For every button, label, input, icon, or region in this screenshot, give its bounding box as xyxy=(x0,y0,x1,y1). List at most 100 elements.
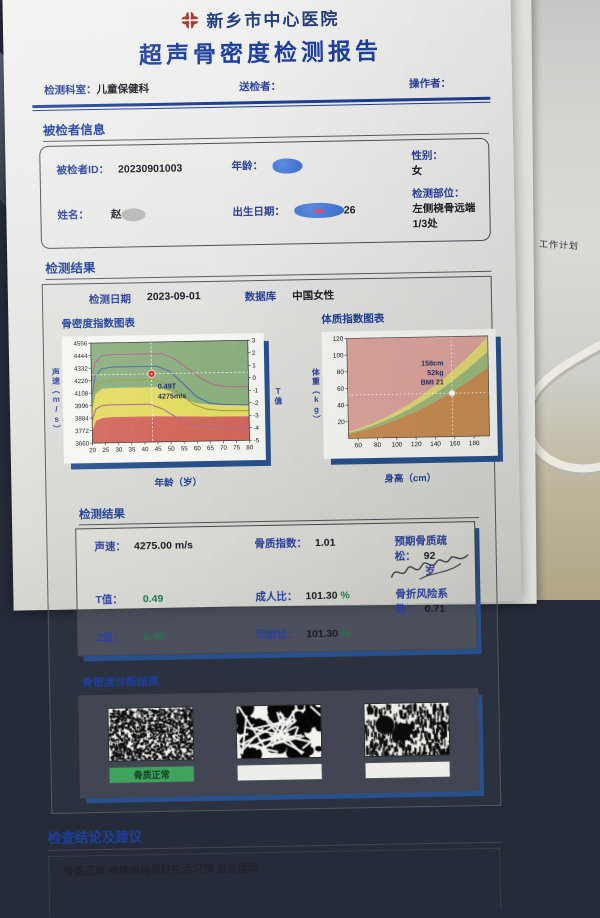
svg-text:50: 50 xyxy=(168,446,176,453)
patient-id-value: 20230901003 xyxy=(118,162,182,175)
adult-ratio-label: 成人比： xyxy=(255,590,297,603)
svg-text:-1: -1 xyxy=(253,387,259,394)
marker-annotation: 0.49T xyxy=(158,381,177,390)
svg-text:2: 2 xyxy=(252,350,256,357)
test-date-label: 检测日期 xyxy=(89,291,131,307)
svg-text:70: 70 xyxy=(220,445,228,452)
gender-value: 女 xyxy=(412,165,423,177)
sos-unit: m/s xyxy=(175,539,193,551)
svg-text:3772: 3772 xyxy=(75,428,89,435)
svg-text:80: 80 xyxy=(246,444,254,451)
svg-text:25: 25 xyxy=(102,447,110,454)
adult-ratio-value: 101.30 xyxy=(305,590,337,603)
bmi-annotation: 52kg xyxy=(427,368,444,377)
svg-text:40: 40 xyxy=(142,446,150,453)
svg-text:4444: 4444 xyxy=(74,353,88,360)
bmi-annotation: BMI 21 xyxy=(421,377,444,386)
bqi-label: 骨质指数： xyxy=(254,537,307,550)
site-value: 左侧桡骨远端1/3处 xyxy=(412,202,475,230)
sos-axis-label: 声速（m/s） xyxy=(50,367,61,433)
zvalue-value: 0.49 xyxy=(143,631,164,643)
operator-label: 操作者： xyxy=(409,78,451,91)
svg-text:20: 20 xyxy=(89,447,97,454)
results-outer-box: 检测日期 2023-09-01 数据库 中国女性 骨密度指数图表 声速（m/s）… xyxy=(42,276,502,814)
svg-text:100: 100 xyxy=(333,352,344,359)
age-axis-label: 年龄（岁） xyxy=(52,472,304,491)
svg-text:120: 120 xyxy=(411,441,422,448)
peer-ratio-unit: % xyxy=(341,627,351,639)
bmi-point xyxy=(449,390,455,396)
svg-text:3996: 3996 xyxy=(75,403,89,410)
diagnosis-box: 骨质正常 xyxy=(78,688,480,798)
svg-text:3884: 3884 xyxy=(75,415,89,422)
svg-text:4108: 4108 xyxy=(74,390,88,397)
svg-text:60: 60 xyxy=(355,442,363,449)
bmi-chart-title: 体质指数图表 xyxy=(321,309,505,327)
osteopenia-bone-texture-image xyxy=(235,704,322,760)
bone-density-chart: 0.49T4275m/s4556444443324220410839963884… xyxy=(64,335,264,457)
tvalue-axis-label: T值 xyxy=(273,387,283,406)
svg-text:55: 55 xyxy=(181,445,189,452)
svg-text:80: 80 xyxy=(374,442,382,449)
normal-bone-texture-image xyxy=(107,706,194,762)
bone-density-chart-panel: 0.49T4275m/s4556444443324220410839963884… xyxy=(62,333,266,464)
svg-text:60: 60 xyxy=(337,386,345,393)
bone-texture-tile-normal: 骨质正常 xyxy=(107,706,194,784)
svg-text:40: 40 xyxy=(337,402,345,409)
conclusion-text: 骨质正常 继续保持良好生活习惯 适当运动 xyxy=(63,862,258,878)
svg-text:-2: -2 xyxy=(253,400,259,407)
svg-text:20: 20 xyxy=(338,419,346,426)
svg-text:45: 45 xyxy=(155,446,163,453)
hospital-logo-icon xyxy=(180,11,198,29)
peer-ratio-value: 101.30 xyxy=(306,628,338,641)
conclusion-box: 骨质正常 继续保持良好生活习惯 适当运动 xyxy=(48,848,501,917)
osteoporosis-bone-texture-image xyxy=(363,702,450,758)
bmi-annotation: 158cm xyxy=(421,358,444,367)
database-value: 中国女性 xyxy=(292,288,334,304)
fracture-value: 0.71 xyxy=(425,603,446,615)
svg-text:140: 140 xyxy=(430,441,441,448)
svg-text:3: 3 xyxy=(252,337,256,344)
site-label: 检测部位： xyxy=(412,187,465,200)
diagnosis-empty-label-2 xyxy=(364,761,450,780)
name-redaction xyxy=(121,208,145,221)
svg-text:-5: -5 xyxy=(254,437,260,444)
svg-text:60: 60 xyxy=(194,445,202,452)
svg-text:-3: -3 xyxy=(253,412,259,419)
sender-label: 送检者： xyxy=(239,81,281,94)
zvalue-label: Z值： xyxy=(96,632,124,645)
report-meta-row: 检测科室：儿童保健科 送检者： 操作者： xyxy=(32,75,490,98)
report-paper: 新乡市中心医院 超声骨密度检测报告 检测科室：儿童保健科 送检者： 操作者： 被… xyxy=(2,0,521,611)
header-divider xyxy=(32,97,490,111)
svg-text:100: 100 xyxy=(392,441,403,448)
side-paper-label: 工作计划 xyxy=(539,237,580,252)
patient-info-box: 被检者ID：20230901003 年龄： 性别：女 姓名：赵 出生日期：26 … xyxy=(39,138,491,249)
dept-value: 儿童保健科 xyxy=(97,83,150,96)
svg-text:3660: 3660 xyxy=(75,440,89,447)
name-label: 姓名： xyxy=(57,209,89,222)
section-results: 检测结果 xyxy=(45,250,491,280)
test-date-value: 2023-09-01 xyxy=(147,290,201,306)
diagnosis-result-label: 骨质正常 xyxy=(109,765,195,784)
svg-text:30: 30 xyxy=(115,447,123,454)
section-patient-info: 被检者信息 xyxy=(43,112,489,142)
svg-text:80: 80 xyxy=(337,369,345,376)
sos-value: 4275.00 xyxy=(134,540,172,553)
bone-density-chart-title: 骨密度指数图表 xyxy=(61,312,301,331)
bone-texture-tile-osteopenia xyxy=(235,704,322,782)
database-label: 数据库 xyxy=(245,289,277,305)
bone-texture-tile-osteoporosis xyxy=(363,702,450,780)
dob-redaction xyxy=(294,203,344,219)
bmi-chart-block: 体质指数图表 体重（kg） 158cm52kgBMI 2120406080100… xyxy=(309,309,508,487)
age-label: 年龄： xyxy=(231,160,263,173)
svg-text:120: 120 xyxy=(332,336,343,343)
gender-label: 性别： xyxy=(411,150,443,163)
marker-annotation: 4275m/s xyxy=(158,391,187,401)
peer-ratio-label: 同龄比： xyxy=(256,628,298,641)
conclusion-title: 检查结论及建议 xyxy=(48,819,502,851)
name-value: 赵 xyxy=(111,209,122,221)
bmi-chart: 158cm52kgBMI 21 20 40 60 80 100 120 60 80 100 120 1… xyxy=(324,331,496,452)
bqi-value: 1.01 xyxy=(315,537,336,549)
svg-text:0: 0 xyxy=(252,375,256,382)
svg-text:180: 180 xyxy=(469,440,480,447)
